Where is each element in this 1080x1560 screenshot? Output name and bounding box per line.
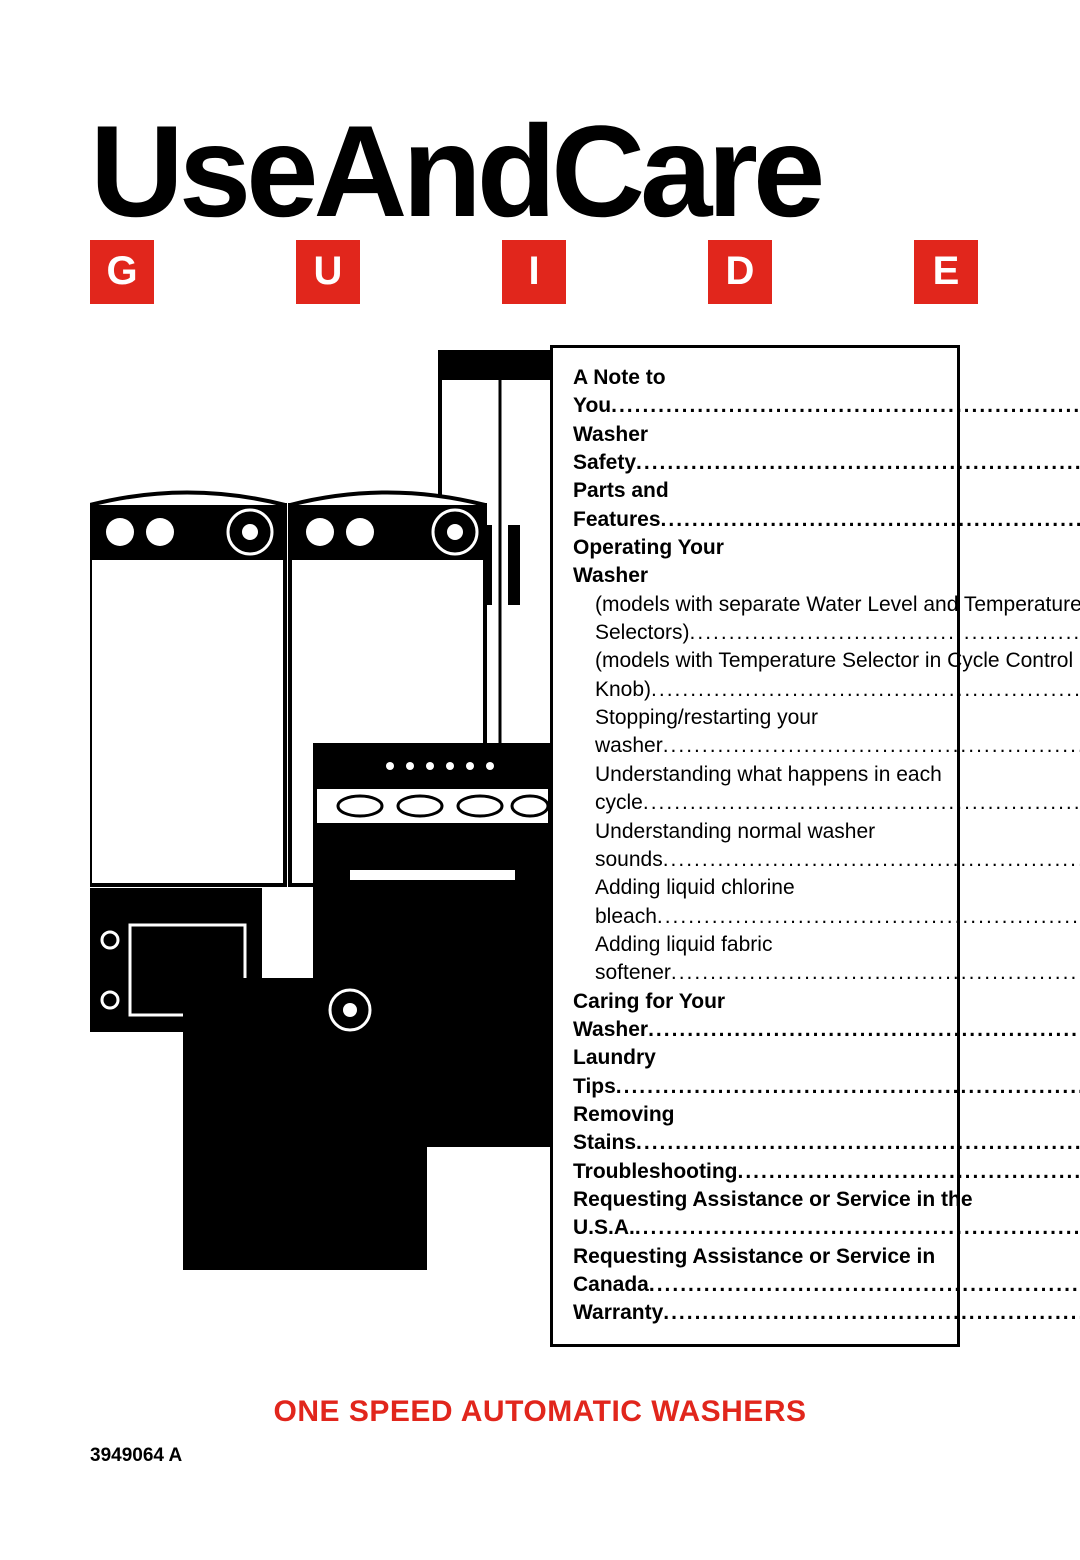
toc-label-tail: bleach <box>595 903 657 931</box>
toc-label-tail: You <box>573 392 611 420</box>
toc-label-tail: Tips <box>573 1073 616 1101</box>
toc-entry: (models with Temperature Selector in Cyc… <box>573 647 937 704</box>
toc-leader-dots <box>648 1016 1080 1044</box>
toc-label: Removing <box>573 1101 1080 1129</box>
toc-label-tail: U.S.A. <box>573 1214 635 1242</box>
toc-label-tail: Warranty <box>573 1299 663 1327</box>
toc-leader-dots <box>616 1073 1080 1101</box>
guide-letter-e: E <box>914 240 978 304</box>
toc-leader-dots <box>690 619 1080 647</box>
guide-letter-u: U <box>296 240 360 304</box>
toc-entry: RemovingStains19 <box>573 1101 937 1158</box>
toc-entry: Requesting Assistance or Service inCanad… <box>573 1243 937 1300</box>
toc-leader-dots <box>737 1158 1080 1186</box>
toc-label: Stopping/restarting your <box>595 704 1080 732</box>
toc-label-tail: Washer <box>573 1016 648 1044</box>
toc-label: Understanding normal washer <box>595 818 1080 846</box>
guide-letter-i: I <box>502 240 566 304</box>
toc-entry: Warranty26 <box>573 1299 937 1327</box>
toc-entry: Stopping/restarting yourwasher11 <box>573 704 937 761</box>
toc-leader-dots <box>649 1271 1080 1299</box>
appliance-illustration <box>90 350 560 1270</box>
toc-label: Operating Your <box>573 534 937 562</box>
toc-leader-dots <box>636 1129 1080 1157</box>
toc-label: Parts and <box>573 477 1080 505</box>
toc-entry: WasherSafety3 <box>573 421 937 478</box>
toc-leader-dots <box>663 732 1080 760</box>
toc-label-tail: Selectors) <box>595 619 690 647</box>
title-block: UseAndCare G U I D E <box>90 110 990 304</box>
toc-entry: LaundryTips15 <box>573 1044 937 1101</box>
toc-entry: Understanding normal washersounds12 <box>573 818 937 875</box>
guide-row: G U I D E <box>90 240 978 304</box>
toc-leader-dots <box>611 392 1080 420</box>
toc-label-tail: Washer <box>573 562 648 590</box>
toc-leader-dots <box>663 846 1080 874</box>
toc-label-tail: Safety <box>573 449 636 477</box>
toc-label: A Note to <box>573 364 1080 392</box>
toc-label: Washer <box>573 421 1080 449</box>
toc-label-tail: Troubleshooting <box>573 1158 737 1186</box>
toc-leader-dots <box>671 959 1080 987</box>
toc-entry: Troubleshooting22 <box>573 1158 937 1186</box>
toc-label-tail: washer <box>595 732 663 760</box>
toc-leader-dots <box>651 676 1080 704</box>
toc-label-tail: cycle <box>595 789 643 817</box>
toc-leader-dots <box>657 903 1080 931</box>
toc-label: (models with separate Water Level and Te… <box>595 591 1080 619</box>
toc-leader-dots <box>635 1214 1080 1242</box>
toc-entry: Adding liquid fabricsoftener13 <box>573 931 937 988</box>
toc-label: Understanding what happens in each <box>595 761 1080 789</box>
product-title: ONE SPEED AUTOMATIC WASHERS <box>0 1395 1080 1429</box>
toc-leader-dots <box>643 789 1080 817</box>
toc-entry: (models with separate Water Level and Te… <box>573 591 937 648</box>
toc-label: (models with Temperature Selector in Cyc… <box>595 647 1080 675</box>
table-of-contents: A Note toYou2WasherSafety3Parts andFeatu… <box>550 345 960 1347</box>
toc-label-tail: Canada <box>573 1271 649 1299</box>
toc-label: Requesting Assistance or Service in <box>573 1243 1080 1271</box>
toc-entry: Requesting Assistance or Service in theU… <box>573 1186 937 1243</box>
toc-label-tail: Knob) <box>595 676 651 704</box>
toc-entry: Adding liquid chlorinebleach13 <box>573 874 937 931</box>
toc-label-tail: sounds <box>595 846 663 874</box>
toc-label: Adding liquid chlorine <box>595 874 1080 902</box>
toc-entry: Caring for YourWasher14 <box>573 988 937 1045</box>
toc-label: Laundry <box>573 1044 1080 1072</box>
toc-label-tail: Features <box>573 506 661 534</box>
toc-label: Adding liquid fabric <box>595 931 1080 959</box>
toc-label-tail: softener <box>595 959 671 987</box>
toc-entry: A Note toYou2 <box>573 364 937 421</box>
toc-label: Requesting Assistance or Service in the <box>573 1186 1080 1214</box>
toc-entry: Operating YourWasher <box>573 534 937 591</box>
guide-letter-d: D <box>708 240 772 304</box>
toc-leader-dots <box>661 506 1080 534</box>
guide-letter-g: G <box>90 240 154 304</box>
document-number: 3949064 A <box>90 1445 182 1467</box>
toc-entry: Understanding what happens in eachcycle1… <box>573 761 937 818</box>
toc-leader-dots <box>636 449 1080 477</box>
toc-entry: Parts andFeatures4 <box>573 477 937 534</box>
main-title: UseAndCare <box>90 110 990 234</box>
toc-leader-dots <box>663 1299 1080 1327</box>
toc-label-tail: Stains <box>573 1129 636 1157</box>
toc-label: Caring for Your <box>573 988 1080 1016</box>
